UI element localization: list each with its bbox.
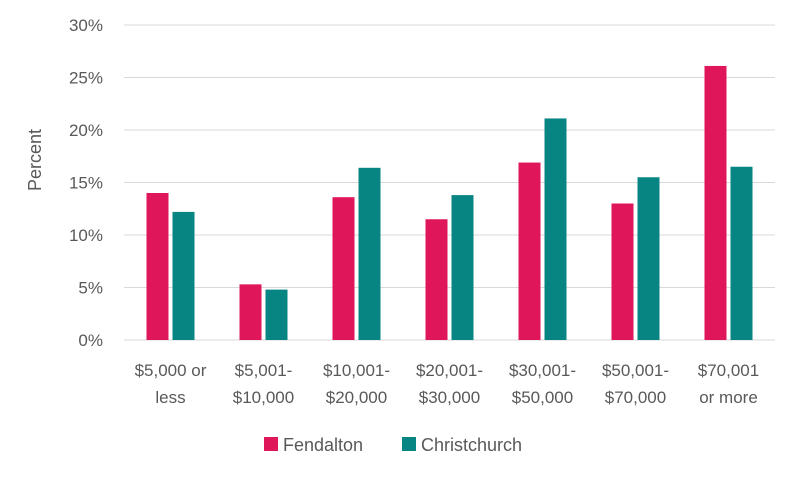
x-category-label: $30,001-$50,000 xyxy=(509,361,576,407)
bar-christchurch-2 xyxy=(358,167,381,340)
x-axis-category-labels: $5,000 or less $5,001-$10,000 $10,001-$20,0… xyxy=(135,361,760,407)
bar-fendalton-3 xyxy=(425,219,448,340)
y-tick-label: 15% xyxy=(69,174,103,193)
bar-christchurch-0 xyxy=(172,211,195,340)
legend: Fendalton Christchurch xyxy=(264,435,522,455)
y-tick-label: 10% xyxy=(69,226,103,245)
y-tick-label: 0% xyxy=(78,331,103,350)
legend-label: Fendalton xyxy=(283,435,363,455)
bar-christchurch-4 xyxy=(544,118,567,340)
x-category-label: $5,001-$10,000 xyxy=(233,361,294,407)
bar-fendalton-5 xyxy=(611,203,634,340)
bar-christchurch-3 xyxy=(451,195,474,340)
y-tick-label: 5% xyxy=(78,279,103,298)
y-tick-label: 20% xyxy=(69,121,103,140)
bars xyxy=(146,65,753,340)
bar-fendalton-1 xyxy=(239,284,262,340)
x-category-label: $10,001-$20,000 xyxy=(323,361,390,407)
bar-fendalton-6 xyxy=(704,65,727,340)
legend-item-christchurch: Christchurch xyxy=(402,435,522,455)
y-tick-label: 25% xyxy=(69,69,103,88)
legend-item-fendalton: Fendalton xyxy=(264,435,363,455)
x-category-label: $20,001-$30,000 xyxy=(416,361,483,407)
x-category-label: $50,001-$70,000 xyxy=(602,361,669,407)
bar-christchurch-5 xyxy=(637,177,660,340)
y-axis-title: Percent xyxy=(25,129,45,191)
bar-fendalton-2 xyxy=(332,197,355,340)
y-tick-label: 30% xyxy=(69,16,103,35)
bar-christchurch-6 xyxy=(730,166,753,340)
bar-fendalton-4 xyxy=(518,162,541,340)
bar-christchurch-1 xyxy=(265,289,288,340)
x-category-label: $70,001 or more xyxy=(698,361,759,407)
bar-fendalton-0 xyxy=(146,193,169,340)
x-category-label: $5,000 or less xyxy=(135,361,207,407)
legend-swatch xyxy=(264,437,278,451)
legend-label: Christchurch xyxy=(421,435,522,455)
gridlines xyxy=(124,24,775,341)
legend-swatch xyxy=(402,437,416,451)
y-axis-ticks: 0% 5% 10% 15% 20% 25% 30% xyxy=(69,16,103,350)
